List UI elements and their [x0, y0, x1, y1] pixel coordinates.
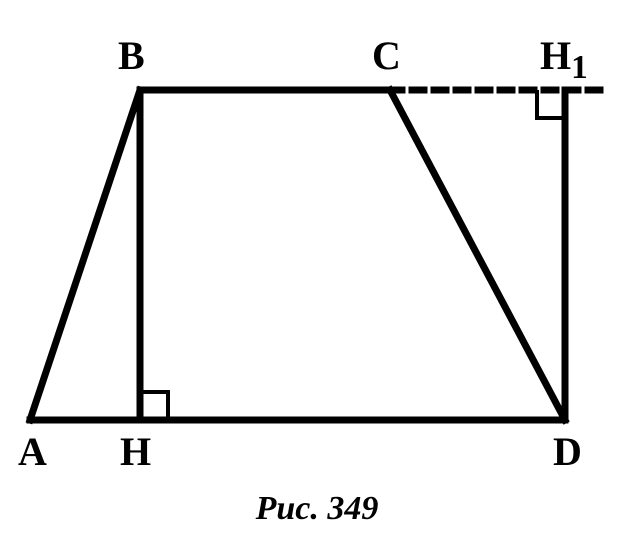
vertex-label-d: D — [553, 428, 582, 475]
vertex-label-b: B — [118, 32, 145, 79]
vertex-label-h: H — [120, 428, 151, 475]
vertex-label-h1: H1 — [540, 32, 588, 87]
figure-caption: Рис. 349 — [0, 490, 634, 528]
geometry-figure: A B C D H H1 Рис. 349 — [0, 0, 634, 550]
diagram-svg — [0, 0, 634, 550]
vertex-label-a: A — [18, 428, 47, 475]
vertex-label-h1-base: H — [540, 33, 571, 78]
vertex-label-h1-sub: 1 — [571, 49, 588, 86]
vertex-label-c: C — [372, 32, 401, 79]
